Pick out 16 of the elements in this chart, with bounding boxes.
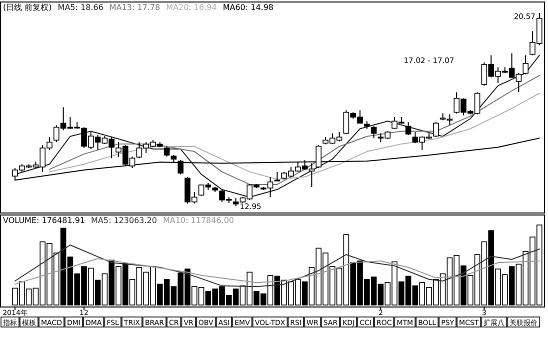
text: MA13: 17.78	[109, 3, 160, 12]
candlestick	[316, 144, 322, 169]
candlestick	[274, 172, 280, 182]
text: VOLUME: 176481.91	[3, 216, 85, 225]
candlestick	[522, 54, 528, 75]
candlestick	[370, 126, 377, 139]
text: MA20: 16.94	[166, 3, 217, 12]
chart-title: (日线 前复权)	[3, 3, 52, 12]
candlestick	[405, 122, 412, 136]
text: MA60: 14.98	[222, 3, 274, 12]
candlestick	[178, 160, 184, 175]
candlestick	[433, 122, 439, 138]
text: MA10: 117846.00	[162, 216, 234, 225]
text: MA5: 123063.20	[91, 216, 157, 225]
text: MA5: 18.66	[58, 3, 104, 12]
candlestick	[164, 146, 170, 158]
